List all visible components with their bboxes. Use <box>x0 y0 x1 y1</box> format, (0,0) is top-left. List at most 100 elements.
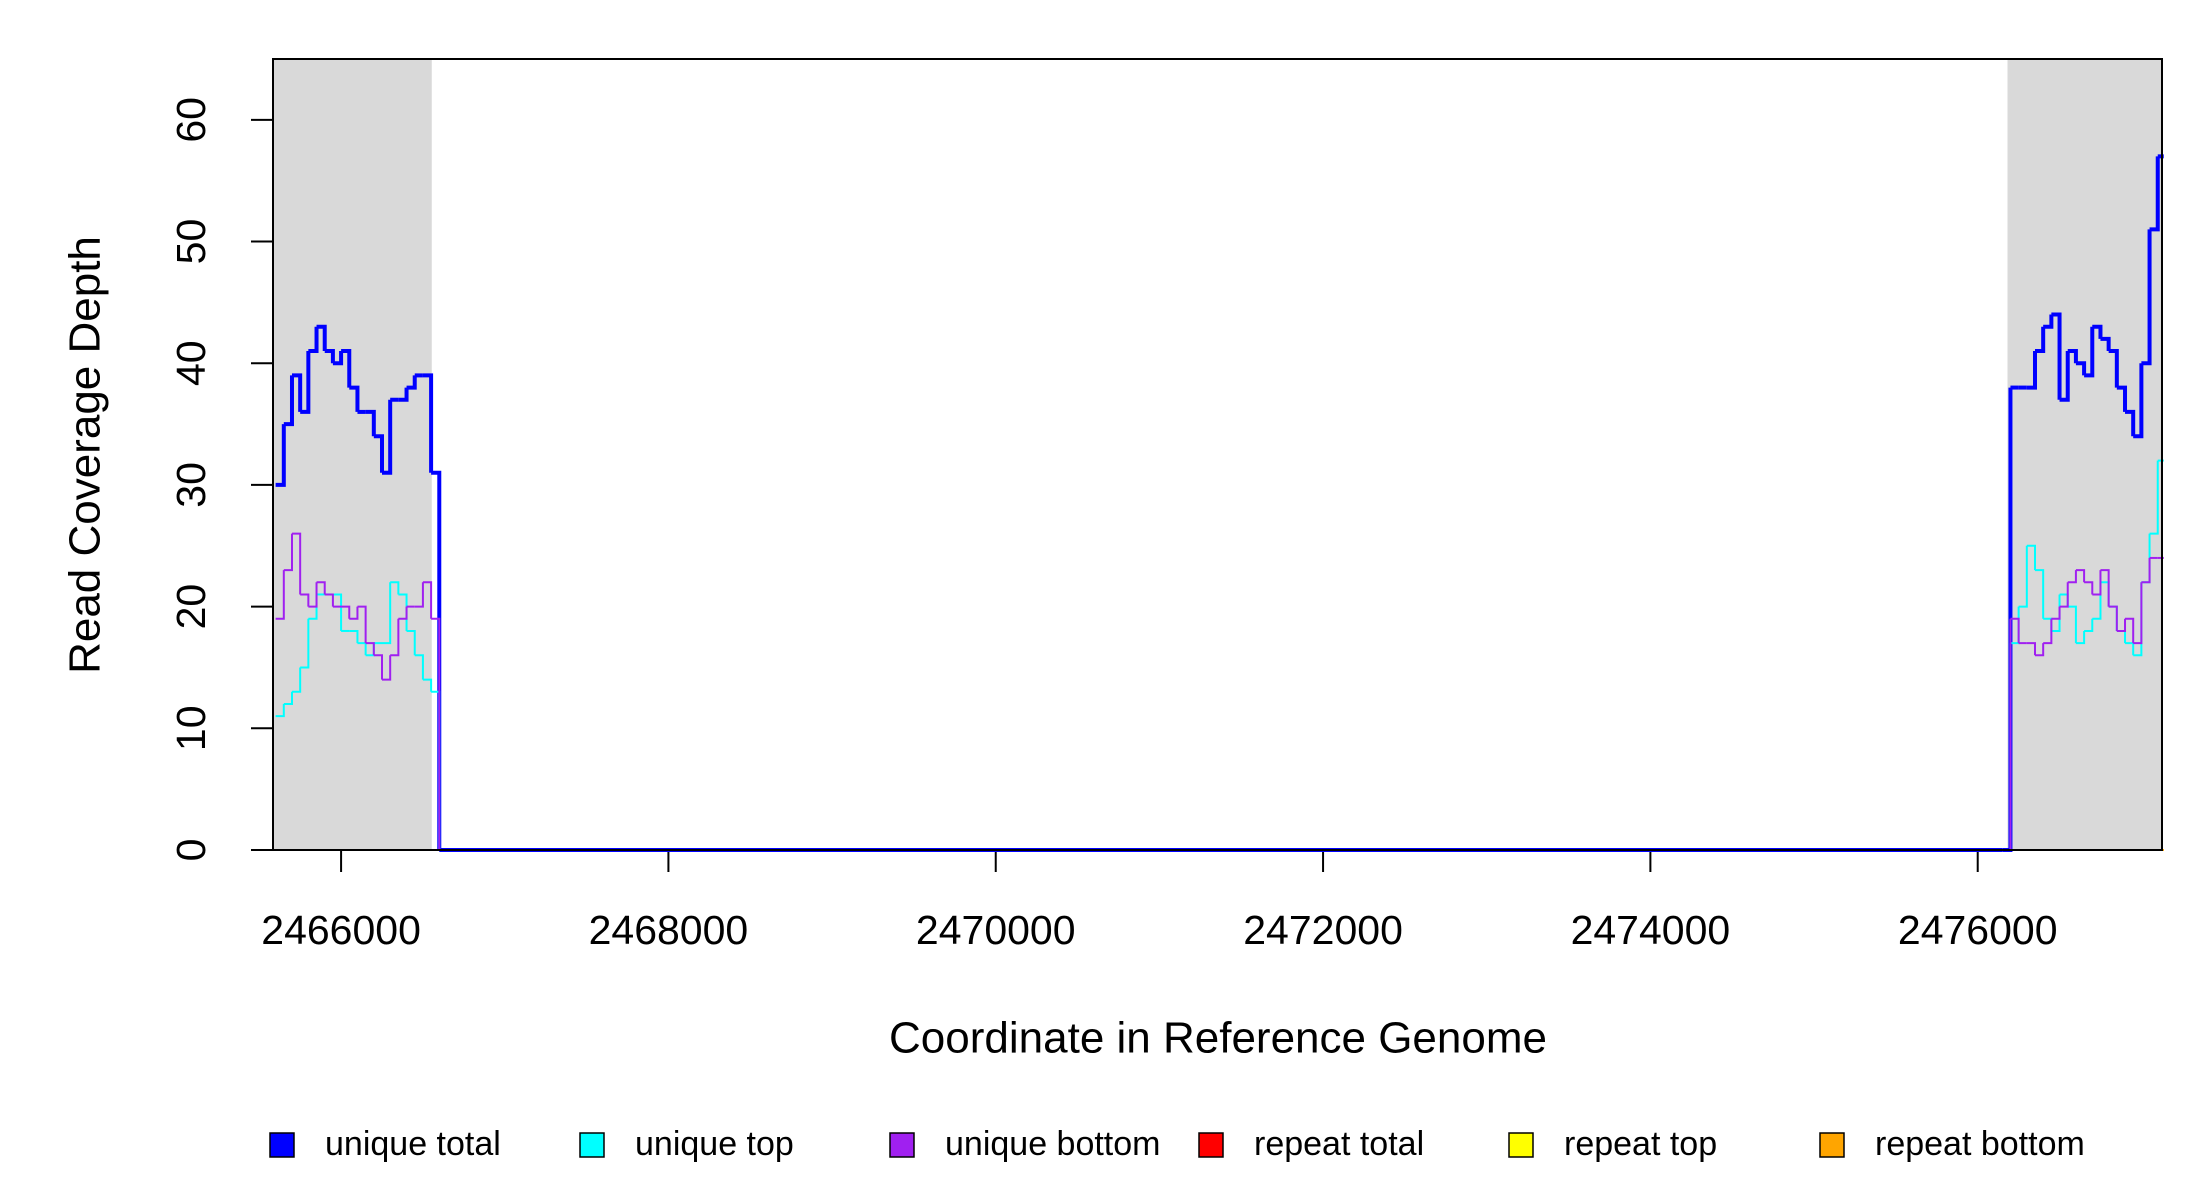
step-segment <box>2035 643 2045 657</box>
step-segment <box>341 349 352 388</box>
legend-label: unique top <box>635 1125 794 1163</box>
step-segment <box>373 654 383 680</box>
step-segment <box>275 570 285 620</box>
y-tick-label: 0 <box>168 839 214 862</box>
y-tick-label: 30 <box>168 462 214 508</box>
step-segment <box>2125 617 2135 644</box>
step-segment <box>2026 544 2036 571</box>
step-segment <box>2026 351 2037 390</box>
step-segment <box>291 532 302 595</box>
step-segment <box>2133 363 2144 439</box>
step-segment <box>316 581 326 595</box>
legend-swatch <box>1508 1132 1534 1158</box>
step-segment <box>2100 336 2111 352</box>
step-segment <box>2002 387 2013 852</box>
step-segment <box>349 629 359 644</box>
step-segment <box>291 373 303 412</box>
step-segment <box>414 582 424 608</box>
step-segment <box>2067 605 2077 644</box>
legend-swatch <box>269 1132 295 1158</box>
step-segment <box>2051 606 2061 620</box>
step-segment <box>422 373 434 473</box>
step-segment <box>390 581 400 595</box>
legend-label: repeat top <box>1564 1125 1717 1163</box>
step-segment <box>2075 569 2086 583</box>
step-segment <box>2059 582 2069 608</box>
step-segment <box>275 424 286 487</box>
step-segment <box>308 326 319 354</box>
step-segment <box>2035 569 2045 619</box>
plot-frame <box>272 58 2163 851</box>
step-segment <box>332 593 343 631</box>
step-segment <box>390 618 400 657</box>
step-segment <box>2108 349 2119 388</box>
x-axis-title: Coordinate in Reference Genome <box>889 1014 1547 1063</box>
step-segment <box>349 606 359 620</box>
step-segment <box>406 375 417 390</box>
legend-swatch <box>1819 1132 1845 1158</box>
legend-swatch <box>889 1132 915 1158</box>
step-segment <box>382 655 392 681</box>
y-axis-title: Read Coverage Depth <box>61 236 110 674</box>
step-segment <box>2051 312 2062 400</box>
y-tick-label: 40 <box>168 340 214 386</box>
step-segment <box>2141 229 2152 366</box>
step-segment <box>2116 385 2128 412</box>
step-segment <box>2116 618 2127 632</box>
step-segment <box>382 399 393 475</box>
x-tick-label: 2466000 <box>261 907 421 953</box>
step-segment <box>365 642 375 656</box>
step-segment <box>2010 617 2020 644</box>
y-tick-label: 60 <box>168 97 214 143</box>
legend-label: unique total <box>325 1125 501 1163</box>
step-segment <box>431 470 442 850</box>
step-segment <box>2108 605 2118 631</box>
series-line <box>275 459 2164 851</box>
step-segment <box>2092 324 2103 339</box>
step-segment <box>332 351 344 366</box>
step-segment <box>300 593 310 607</box>
step-segment <box>2075 361 2087 376</box>
step-segment <box>2018 545 2028 608</box>
step-segment <box>382 582 392 645</box>
x-tick-label: 2474000 <box>1571 907 1731 953</box>
step-segment <box>2035 326 2046 354</box>
x-tick-label: 2472000 <box>1243 907 1403 953</box>
step-segment <box>2075 630 2086 645</box>
step-segment <box>324 593 334 607</box>
legend-swatch <box>1198 1132 1224 1158</box>
shaded-region <box>2007 59 2162 850</box>
step-segment <box>283 691 293 705</box>
step-segment <box>2043 314 2054 329</box>
series-line <box>275 532 2164 851</box>
step-segment <box>2133 582 2143 645</box>
legend-swatch <box>579 1132 605 1158</box>
step-segment <box>431 617 441 850</box>
step-segment <box>341 605 351 619</box>
step-segment <box>2092 570 2102 596</box>
step-segment <box>2141 557 2151 584</box>
step-segment <box>422 581 433 619</box>
step-segment <box>300 351 311 414</box>
step-segment <box>414 654 424 680</box>
y-tick-label: 50 <box>168 219 214 265</box>
legend-label: unique bottom <box>945 1125 1161 1163</box>
legend-label: repeat bottom <box>1875 1125 2085 1163</box>
step-segment <box>283 533 293 572</box>
step-segment <box>2043 618 2053 645</box>
step-segment <box>316 324 327 352</box>
y-tick-label: 20 <box>168 584 214 630</box>
step-segment <box>2084 581 2094 595</box>
step-segment <box>349 385 360 412</box>
x-tick-label: 2470000 <box>916 907 1076 953</box>
step-segment <box>2067 349 2078 364</box>
step-segment <box>2084 326 2095 378</box>
step-segment <box>398 606 408 620</box>
step-segment <box>422 678 433 692</box>
step-segment <box>291 667 302 693</box>
step-segment <box>2100 569 2110 607</box>
step-segment <box>324 349 335 364</box>
step-segment <box>2149 156 2160 232</box>
x-tick-label: 2468000 <box>589 907 749 953</box>
